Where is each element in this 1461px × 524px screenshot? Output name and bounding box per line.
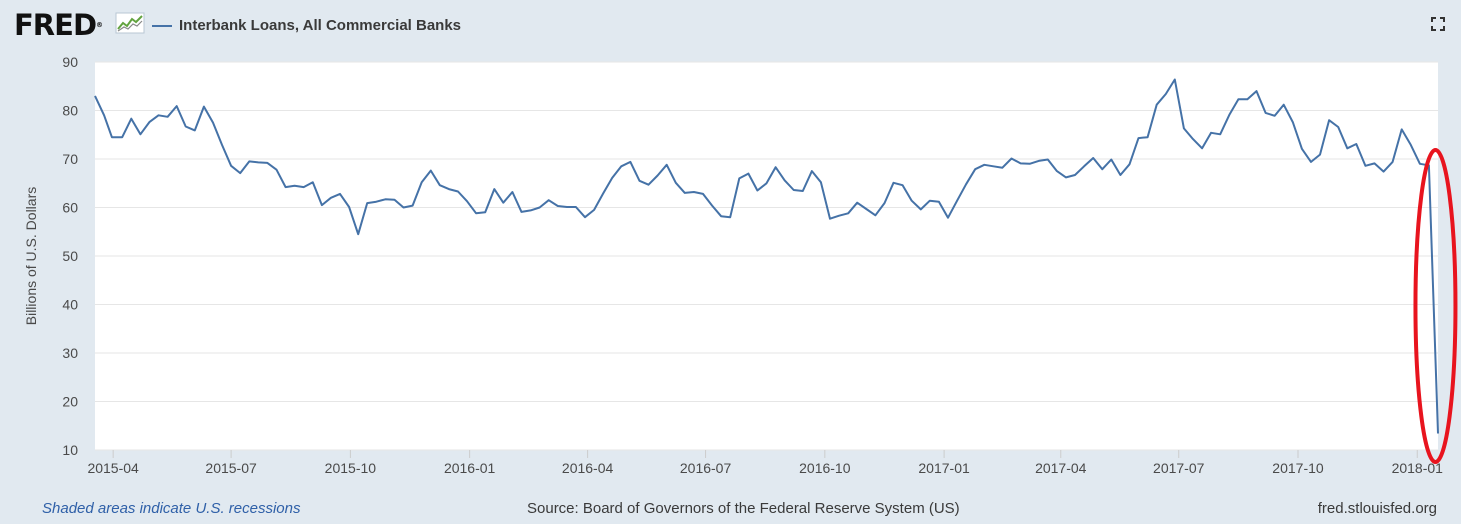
y-tick-label: 60 [62,200,78,216]
fred-logo-text: FRED [14,8,97,42]
x-tick-label: 2017-01 [918,460,970,476]
y-tick-label: 10 [62,442,78,458]
y-tick-label: 80 [62,103,78,119]
registered-mark: ® [96,21,104,29]
fred-graph-logo-icon [115,12,145,34]
x-tick-label: 2017-07 [1153,460,1205,476]
y-tick-label: 70 [62,151,78,167]
highlight-ellipse [1413,148,1458,464]
x-tick-label: 2015-07 [205,460,257,476]
x-axis: 2015-04 2015-07 2015-10 2016-01 2016-04 2016-… [87,450,1443,476]
x-tick-label: 2016-01 [444,460,496,476]
x-tick-label: 2017-10 [1272,460,1324,476]
x-tick-label: 2017-04 [1035,460,1087,476]
y-axis: 10 20 30 40 50 60 70 80 90 [62,54,78,458]
y-tick-label: 30 [62,345,78,361]
y-tick-label: 50 [62,248,78,264]
legend-swatch [152,24,172,27]
series-line [94,78,1439,434]
fred-logo[interactable]: FRED® [14,8,103,42]
source-text: Source: Board of Governors of the Federa… [527,500,960,517]
x-tick-label: 2015-04 [87,460,139,476]
x-tick-label: 2018-01 [1392,460,1444,476]
y-tick-label: 20 [62,394,78,410]
site-credit: fred.stlouisfed.org [1317,500,1437,517]
chart-legend: Interbank Loans, All Commercial Banks [152,17,461,34]
x-tick-label: 2016-07 [680,460,732,476]
x-tick-label: 2016-10 [799,460,851,476]
gridlines [95,61,1438,451]
recessions-note-link[interactable]: Shaded areas indicate U.S. recessions [42,500,301,517]
series-title: Interbank Loans, All Commercial Banks [179,17,462,34]
y-axis-label: Billions of U.S. Dollars [23,187,39,326]
fullscreen-expand-icon[interactable] [1430,16,1446,32]
x-tick-label: 2016-04 [562,460,614,476]
y-tick-label: 90 [62,54,78,70]
y-tick-label: 40 [62,297,78,313]
x-tick-label: 2015-10 [325,460,377,476]
